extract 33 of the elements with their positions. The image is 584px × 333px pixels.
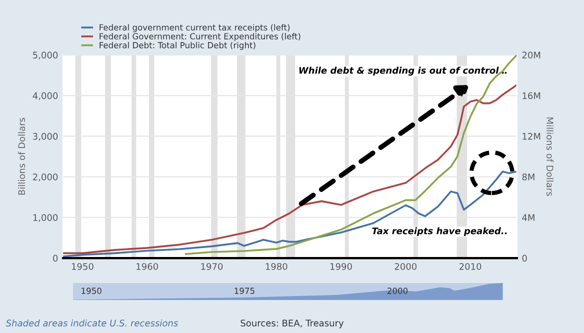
x-tick-label: 2010 — [459, 263, 482, 270]
y2-tick-label: 12M — [522, 132, 540, 140]
source-note: Sources: BEA, Treasury — [240, 320, 344, 328]
line-series — [63, 170, 517, 258]
x-tick-label: 1975 — [234, 288, 254, 294]
y-tick-label: 2,000 — [33, 174, 58, 182]
x-tick-label: 1950 — [82, 288, 102, 294]
y-tick-label: 3,000 — [33, 132, 58, 141]
y-tick-label: 1,000 — [33, 214, 58, 222]
x-tick-label: 1970 — [201, 263, 223, 270]
legend-label: Federal government current tax receipts (left) — [100, 24, 290, 32]
y2-axis-title: Millions of Dollars — [546, 118, 554, 196]
text: Shaded areas indicate U.S. recessions — [6, 319, 178, 326]
x-tick-label: 1960 — [136, 263, 158, 270]
x-tick-label: 2000 — [388, 288, 408, 294]
x-tick-label: 1990 — [330, 263, 352, 270]
annotation: Tax receipts have peaked.. — [372, 227, 507, 236]
y-axis-title: Billions of Dollars — [18, 118, 26, 195]
x-tick-label: 1980 — [266, 263, 288, 270]
y2-tick-label: 8M — [522, 174, 534, 180]
y2-tick-label: 16M — [522, 92, 540, 100]
y2-tick-label: 4M — [522, 214, 534, 221]
y-tick-label: 4,000 — [32, 92, 58, 100]
legend-label: Federal Debt: Total Public Debt (right) — [100, 42, 256, 50]
x-tick-label: 1950 — [72, 263, 94, 270]
x-tick-label: 2000 — [394, 263, 417, 270]
line-series — [184, 54, 517, 255]
y-tick-label: 0 — [53, 254, 58, 262]
y-tick-label: 5,000 — [33, 52, 58, 60]
line-series — [63, 84, 517, 254]
y2-tick-label: 20M — [522, 52, 540, 59]
y2-tick-label: 0 — [522, 254, 527, 262]
legend-label: Federal Government: Current Expenditures (left) — [100, 32, 300, 42]
